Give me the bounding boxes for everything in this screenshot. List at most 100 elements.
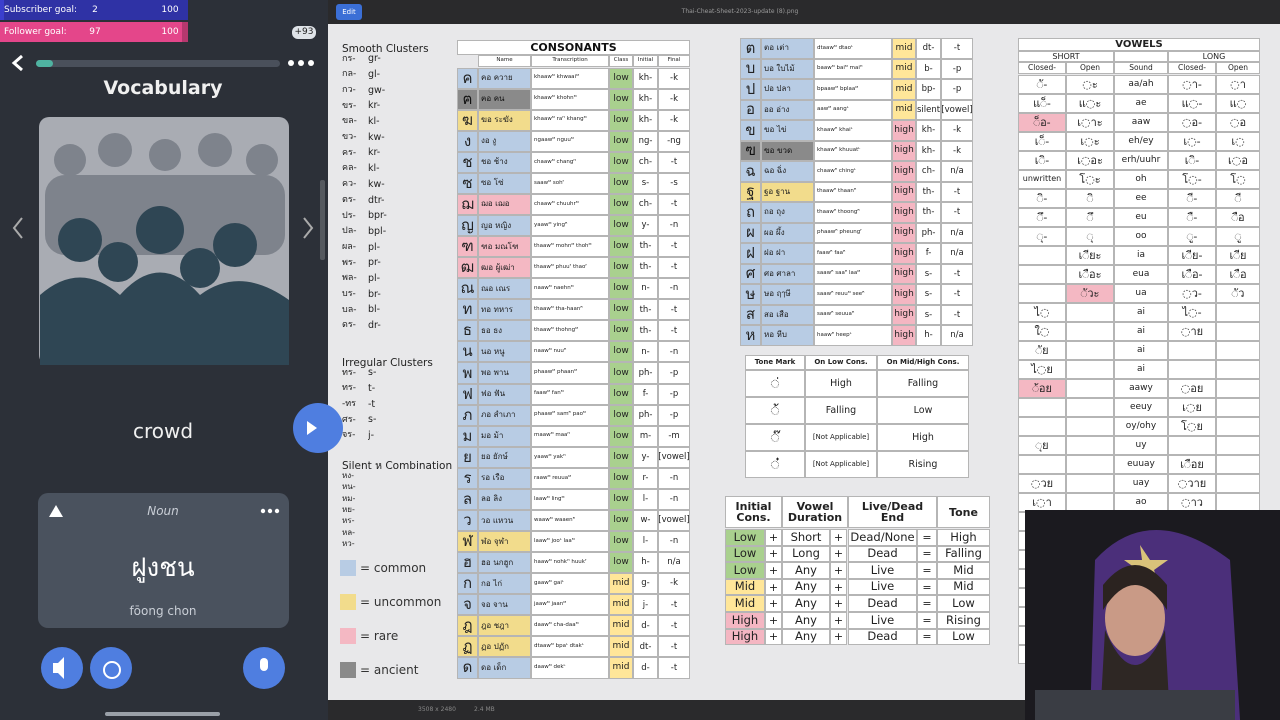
consonant-final: n/a [941,243,973,264]
home-indicator [105,712,220,716]
consonant-letter: ป [740,79,761,100]
consonant-name: ฅอ คน [478,88,531,110]
consonant-class: low [609,552,633,574]
consonant-class: mid [609,573,633,595]
more-button[interactable] [288,60,314,66]
cluster-thai: คว- [342,179,357,190]
section-title: Irregular Clusters [342,357,433,369]
consonant-name: หอ หีบ [761,325,814,346]
card-menu[interactable] [260,508,280,514]
cluster-roman: dr- [368,320,381,332]
vowel-header: Sound [1114,62,1168,74]
rule-operator: = [917,529,937,546]
cluster-thai: ทร- [342,367,357,378]
consonant-name: ปอ ปลา [761,79,814,100]
edit-label[interactable]: Edit [342,7,356,16]
column-header: Name [478,55,531,67]
consonant-class: low [609,172,633,194]
vowel-cell: เ◌- [1168,131,1216,151]
vowel-cell [1066,378,1114,398]
vowel-cell [1018,283,1066,303]
consonant-name: ณอ เณร [478,278,531,300]
cluster-thai: กล- [342,69,357,80]
rule-cell: Mid [725,578,765,596]
vowel-cell [1066,340,1114,360]
rule-cell: Low [725,562,765,579]
consonant-class: high [892,202,916,223]
vowel-cell: ◌วาย [1168,473,1216,493]
warning-icon[interactable] [49,505,63,517]
cluster-thai: พล- [342,273,357,284]
consonant-initial: ph- [633,404,658,426]
vowel-cell [1168,435,1216,455]
consonant-final: -k [658,573,690,595]
consonant-letter: ฏ [457,636,478,658]
consonant-transcription: chaawᴹ chuuhrᴹ [531,193,609,215]
consonant-letter: ห [740,325,761,346]
snail-icon [103,661,121,679]
hair [1103,565,1167,610]
silent-combo: หล- [342,527,356,537]
vowel-cell: ◌อ [1216,112,1260,132]
vowel-cell [1216,454,1260,474]
consonant-final: -k [658,88,690,110]
consonant-letter: ม [457,425,478,447]
rule-cell: Low [937,628,990,646]
cluster-thai: ปล- [342,226,357,237]
consonant-letter: ว [457,509,478,532]
rule-cell: Mid [937,578,990,596]
vowel-cell: แ◌็- [1018,93,1066,113]
consonants-title: CONSONANTS [457,40,690,55]
cluster-roman: br- [368,288,381,300]
consonant-initial: ng- [633,130,658,152]
play-button[interactable] [293,403,343,453]
consonant-initial: bp- [916,79,941,100]
vowel-cell [1018,397,1066,417]
consonant-initial: dt- [633,636,658,658]
consonant-transcription: thaawᴹ mohnᴹ thohᴹ [531,236,609,258]
consonant-final: -n [658,278,690,300]
consonant-transcription: thaawᴹ phuuᶠ thaoᶠ [531,257,609,279]
consonant-transcription: maawᴹ maaᴴ [531,425,609,447]
consonant-class: mid [609,594,633,616]
consonant-final: -p [658,404,690,426]
consonant-class: low [609,383,633,405]
consonant-letter: ฮ [457,552,478,574]
vowel-cell: เ◌ย [1168,397,1216,417]
consonant-transcription: aawᴹ aangᴸ [814,99,892,120]
consonant-transcription: chaawᴹ changᴴ [531,151,609,173]
consonant-class: low [609,257,633,279]
consonant-name: ศอ ศาลา [761,263,814,284]
tone-result: High [877,424,969,451]
play-icon [307,421,317,435]
vowel-cell: uy [1114,435,1168,455]
consonant-class: low [609,109,633,131]
slow-audio-button[interactable] [90,647,132,689]
vowel-cell: เ◌ีย- [1168,245,1216,265]
consonant-class: high [892,325,916,346]
vowel-cell [1168,359,1216,379]
back-arrow[interactable] [11,54,23,72]
consonant-final: -k [658,67,690,89]
vowel-cell: ◌ัว [1216,283,1260,303]
consonant-name: งอ งู [478,130,531,152]
consonant-class: low [609,88,633,110]
consonant-letter: ฎ [457,615,478,637]
next-arrow[interactable] [303,217,314,239]
legend-label: = ancient [360,663,419,677]
consonant-name: ฟอ ฟัน [478,383,531,405]
silent-combo: หน- [342,482,356,492]
consonant-name: ฉอ ฉิ่ง [761,161,814,182]
cluster-thai: กร- [342,53,356,64]
vowel-cell: ee [1114,188,1168,208]
vowel-cell: ◌ื- [1168,207,1216,227]
consonant-class: low [609,362,633,384]
cluster-roman: kl- [368,163,380,175]
edit-button[interactable] [336,4,362,20]
consonant-class: mid [892,79,916,100]
consonant-final: -t [658,594,690,616]
consonant-name: ฏอ ปฏัก [478,636,531,658]
vowel-cell: ae [1114,93,1168,113]
prev-arrow[interactable] [12,217,23,239]
vowel-cell [1216,435,1260,455]
